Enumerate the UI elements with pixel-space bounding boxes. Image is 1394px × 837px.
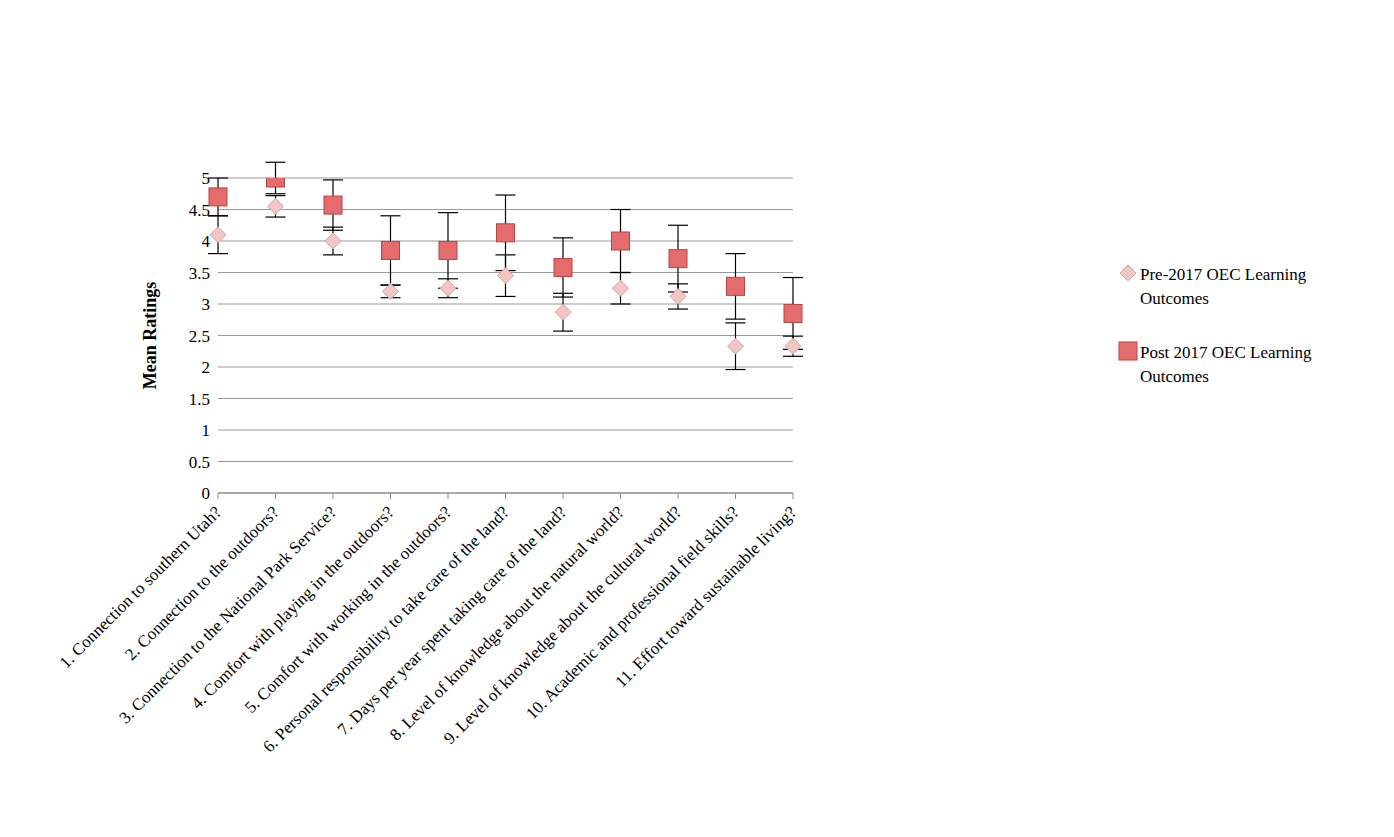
svg-text:4. Comfort with playing in the: 4. Comfort with playing in the outdoors? [187,503,397,713]
html-text:Post 2017 OEC Learning Outcome: Post 2017 OEC Learning Outcomes [1140,343,1312,386]
svg-text:2. Connection to the outdoors?: 2. Connection to the outdoors? [121,502,283,664]
svg-text:2.5: 2.5 [189,327,210,346]
svg-text:5: 5 [202,169,211,188]
svg-text:0.5: 0.5 [189,453,210,472]
svg-text:5. Comfort with working in the: 5. Comfort with working in the outdoors? [241,503,455,717]
svg-text:1: 1 [202,421,211,440]
svg-text:3.5: 3.5 [189,264,210,283]
svg-text:2: 2 [202,358,211,377]
svg-text:6. Personal responsibility to: 6. Personal responsibility to take care … [259,502,513,757]
svg-text:10. Academic and professional: 10. Academic and professional field skil… [522,503,742,723]
svg-text:4.5: 4.5 [189,201,210,220]
svg-text:3. Connection to the National: 3. Connection to the National Park Servi… [115,503,340,728]
svg-text:Mean Ratings: Mean Ratings [140,282,160,390]
svg-text:1.5: 1.5 [189,390,210,409]
svg-text:8. Level of knowledge about th: 8. Level of knowledge about the natural … [386,503,628,745]
html-text:Pre-2017 OEC Learning Outcomes: Pre-2017 OEC Learning Outcomes [1140,265,1307,308]
svg-text:1. Connection to southern Utah: 1. Connection to southern Utah? [55,502,226,672]
svg-text:11. Effort toward sustainable: 11. Effort toward sustainable living? [611,503,800,692]
svg-text:0: 0 [202,484,211,503]
svg-text:3: 3 [202,295,211,314]
svg-text:9. Level of knowledge about th: 9. Level of knowledge about the cultural… [440,503,685,748]
svg-text:4: 4 [202,232,211,251]
svg-text:7. Days per year spent taking: 7. Days per year spent taking care of th… [333,502,571,739]
